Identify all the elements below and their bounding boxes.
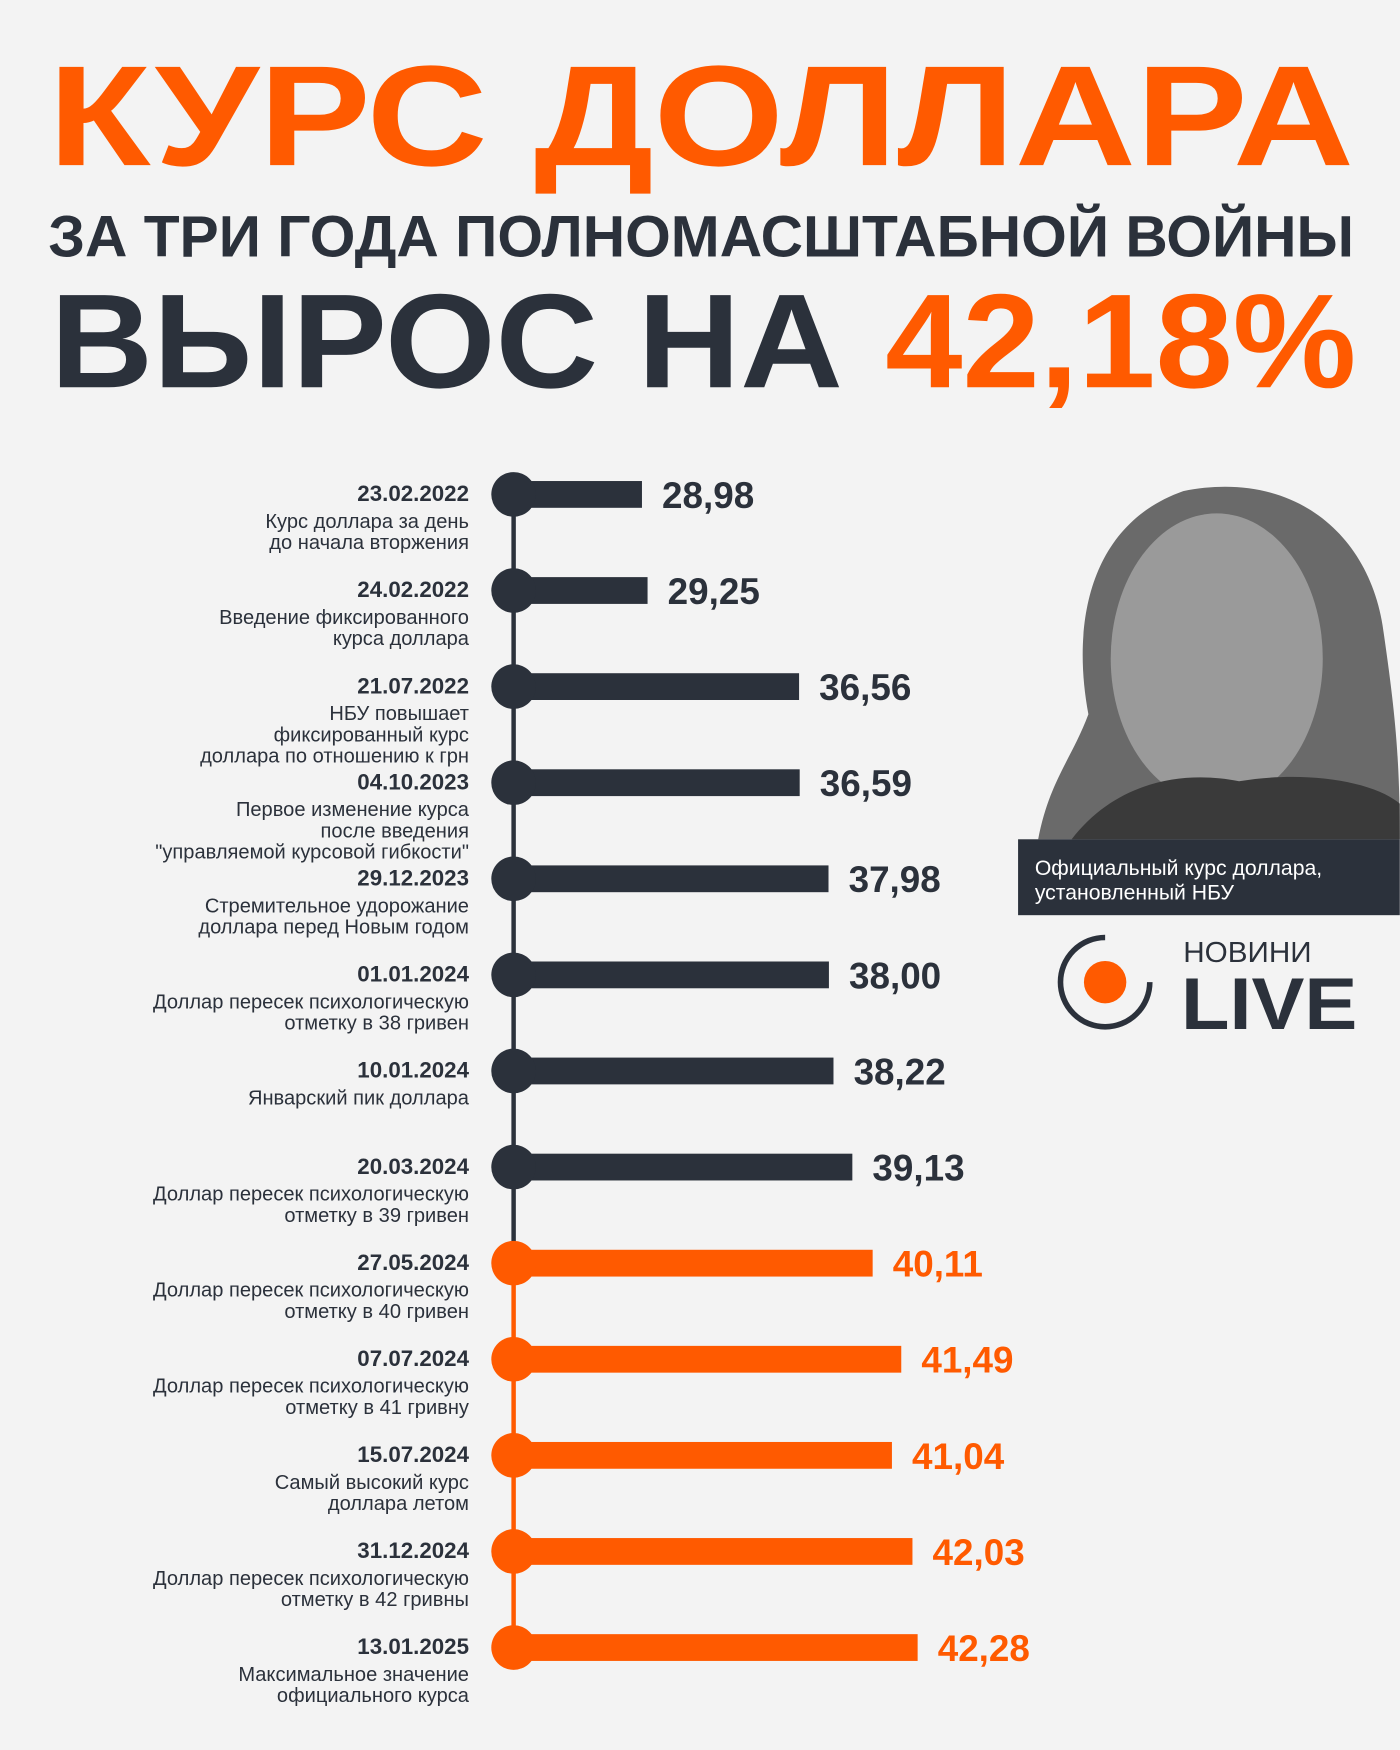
- timeline-dot: [491, 1048, 536, 1094]
- event-description: доллара по отношению к грн: [200, 746, 469, 768]
- event-description: Введение фиксированного: [219, 607, 469, 629]
- bar: [513, 961, 829, 989]
- bar: [513, 1538, 913, 1565]
- event-description: Доллар пересек психологическую: [153, 1568, 469, 1590]
- event-description: Январский пик доллара: [248, 1087, 470, 1109]
- event-description: отметку в 41 гривну: [285, 1397, 469, 1419]
- caption-line: установленный НБУ: [1035, 882, 1235, 905]
- event-description: Первое изменение курса: [236, 799, 470, 821]
- timeline-dot: [491, 1529, 536, 1574]
- logo-top: НОВИНИ: [1183, 937, 1311, 969]
- bar: [513, 1057, 834, 1085]
- subtitle: ЗА ТРИ ГОДА ПОЛНОМАСШТАБНОЙ ВОЙНЫ: [48, 205, 1354, 270]
- logo-main: LIVE: [1181, 962, 1357, 1045]
- value-label: 41,49: [921, 1340, 1013, 1381]
- timeline-dot: [491, 472, 536, 517]
- caption-line: Официальный курс доллара,: [1035, 857, 1322, 880]
- value-label: 36,59: [820, 763, 912, 804]
- timeline-dot: [491, 1336, 536, 1382]
- event-description: Доллар пересек психологическую: [153, 1376, 469, 1398]
- date-label: 20.03.2024: [357, 1154, 469, 1179]
- bar: [513, 865, 829, 893]
- date-label: 29.12.2023: [357, 865, 469, 890]
- event-description: НБУ повышает: [329, 703, 469, 725]
- event-description: официального курса: [277, 1685, 470, 1707]
- event-description: курса доллара: [333, 628, 470, 650]
- event-description: отметку в 40 гривен: [284, 1301, 469, 1323]
- value-label: 39,13: [872, 1147, 964, 1188]
- timeline-dot: [491, 856, 536, 902]
- value-label: 36,56: [819, 667, 911, 708]
- event-description: фиксированный курс: [274, 724, 469, 746]
- date-label: 21.07.2022: [357, 673, 469, 698]
- date-label: 13.01.2025: [357, 1634, 469, 1659]
- event-description: Максимальное значение: [238, 1664, 469, 1686]
- bar: [513, 769, 800, 797]
- portrait: [1038, 486, 1400, 840]
- value-label: 29,25: [668, 571, 760, 612]
- date-label: 24.02.2022: [357, 577, 469, 602]
- timeline-dot: [491, 664, 536, 709]
- portrait-face: [1110, 513, 1323, 804]
- event-description: Доллар пересек психологическую: [153, 1184, 469, 1206]
- value-label: 38,22: [854, 1051, 946, 1092]
- event-description: отметку в 42 гривны: [281, 1589, 469, 1611]
- event-description: "управляемой курсовой гибкости": [155, 842, 469, 864]
- event-description: Стремительное удорожание: [205, 895, 469, 917]
- headline-value: 42,18%: [885, 267, 1356, 416]
- date-label: 01.01.2024: [357, 962, 469, 987]
- value-label: 42,03: [933, 1532, 1025, 1573]
- event-description: Самый высокий курс: [275, 1472, 469, 1494]
- bar: [513, 1249, 873, 1277]
- caption-box: [1018, 839, 1400, 916]
- date-label: 23.02.2022: [357, 481, 469, 506]
- event-description: Доллар пересек психологическую: [153, 991, 469, 1013]
- event-description: после введения: [321, 820, 469, 842]
- value-label: 28,98: [662, 475, 754, 516]
- date-label: 15.07.2024: [357, 1442, 469, 1467]
- event-description: отметку в 38 гривен: [284, 1013, 469, 1035]
- event-description: отметку в 39 гривен: [284, 1205, 469, 1227]
- portrait-coat: [1071, 776, 1400, 840]
- logo-ring: [1057, 934, 1153, 1030]
- value-label: 38,00: [849, 955, 941, 996]
- timeline-dot: [491, 1625, 536, 1670]
- value-label: 40,11: [893, 1244, 983, 1285]
- date-label: 31.12.2024: [357, 1538, 469, 1563]
- bar: [513, 673, 800, 700]
- headline: ВЫРОС НА: [50, 267, 842, 416]
- event-description: до начала вторжения: [269, 532, 469, 554]
- timeline-dot: [491, 1240, 536, 1286]
- event-description: доллара летом: [328, 1493, 469, 1515]
- bar: [513, 1153, 853, 1181]
- title: КУРС ДОЛЛАРА: [48, 37, 1354, 196]
- timeline-dot: [491, 568, 536, 613]
- timeline-dot: [491, 1433, 536, 1478]
- event-description: Доллар пересек психологическую: [153, 1280, 469, 1302]
- timeline-dot: [491, 1144, 536, 1190]
- bar: [513, 577, 648, 604]
- event-description: Курс доллара за день: [265, 511, 469, 533]
- event-description: доллара перед Новым годом: [198, 916, 469, 938]
- date-label: 27.05.2024: [357, 1250, 469, 1275]
- date-label: 07.07.2024: [357, 1346, 469, 1371]
- logo-dot: [1083, 960, 1127, 1004]
- date-label: 10.01.2024: [357, 1058, 469, 1083]
- date-label: 04.10.2023: [357, 769, 469, 794]
- timeline-dot: [491, 952, 536, 998]
- timeline-dot: [491, 760, 536, 806]
- bar: [513, 1441, 892, 1469]
- value-label: 41,04: [912, 1436, 1005, 1477]
- bar: [513, 1345, 902, 1373]
- bar: [513, 1634, 918, 1661]
- logo: НОВИНИ LIVE: [1057, 934, 1357, 1045]
- value-label: 42,28: [938, 1628, 1030, 1669]
- value-label: 37,98: [849, 859, 941, 900]
